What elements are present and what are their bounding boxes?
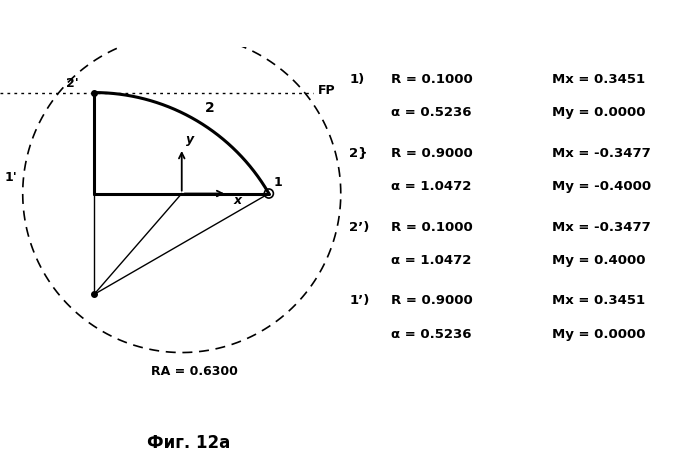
Text: y: y xyxy=(186,133,194,146)
Text: 2: 2 xyxy=(206,101,215,115)
Text: 2}: 2} xyxy=(350,147,368,160)
Text: α = 1.0472: α = 1.0472 xyxy=(391,180,472,193)
Text: α = 1.0472: α = 1.0472 xyxy=(391,254,472,267)
Text: R = 0.9000: R = 0.9000 xyxy=(391,147,473,160)
Text: x: x xyxy=(233,194,242,207)
Text: 1': 1' xyxy=(5,171,17,184)
Text: FP: FP xyxy=(318,83,336,96)
Text: 2’): 2’) xyxy=(350,221,370,234)
Text: α = 0.5236: α = 0.5236 xyxy=(391,328,472,341)
Text: Фиг. 12а: Фиг. 12а xyxy=(147,434,231,452)
Text: 1: 1 xyxy=(274,176,282,189)
Text: My = 0.0000: My = 0.0000 xyxy=(552,106,646,119)
Text: Mx = 0.3451: Mx = 0.3451 xyxy=(552,73,645,86)
Text: 2': 2' xyxy=(66,77,79,90)
Text: R = 0.9000: R = 0.9000 xyxy=(391,295,473,307)
Text: 1): 1) xyxy=(350,73,365,86)
Text: Mx = 0.3451: Mx = 0.3451 xyxy=(552,295,645,307)
Text: R = 0.1000: R = 0.1000 xyxy=(391,221,473,234)
Text: Mx = -0.3477: Mx = -0.3477 xyxy=(552,147,651,160)
Text: My = -0.4000: My = -0.4000 xyxy=(552,180,651,193)
Text: My = 0.4000: My = 0.4000 xyxy=(552,254,646,267)
Text: R = 0.1000: R = 0.1000 xyxy=(391,73,473,86)
Text: My = 0.0000: My = 0.0000 xyxy=(552,328,646,341)
Text: Mx = -0.3477: Mx = -0.3477 xyxy=(552,221,651,234)
Text: 1’): 1’) xyxy=(350,295,370,307)
Text: RA = 0.6300: RA = 0.6300 xyxy=(151,365,238,378)
Text: α = 0.5236: α = 0.5236 xyxy=(391,106,472,119)
